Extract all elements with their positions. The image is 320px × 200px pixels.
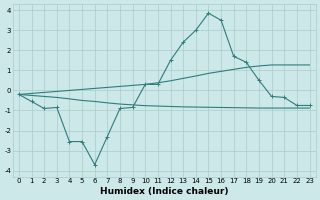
X-axis label: Humidex (Indice chaleur): Humidex (Indice chaleur) — [100, 187, 228, 196]
